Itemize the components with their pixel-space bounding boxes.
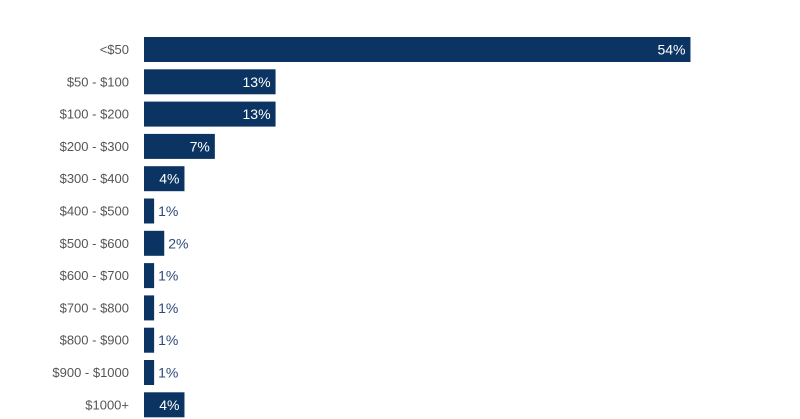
bar xyxy=(144,230,165,256)
bar xyxy=(144,37,691,62)
category-label: $900 - $1000 xyxy=(52,365,129,380)
bar xyxy=(144,327,155,353)
bar xyxy=(144,101,276,127)
data-label: 13% xyxy=(243,106,271,122)
data-label: 4% xyxy=(159,171,179,187)
category-label: $700 - $800 xyxy=(60,300,129,315)
category-label: $400 - $500 xyxy=(60,204,129,219)
bars-group: <$50 54% $50 - $100 13% $100 - $200 13% $200 -… xyxy=(52,37,691,418)
data-label: 2% xyxy=(168,235,188,251)
bar xyxy=(144,166,185,192)
data-label: 1% xyxy=(158,300,178,316)
bar xyxy=(144,360,155,385)
bar xyxy=(144,69,276,95)
category-label: $50 - $100 xyxy=(67,74,129,89)
data-label: 54% xyxy=(657,42,685,58)
data-label: 13% xyxy=(243,74,271,90)
category-label: $1000+ xyxy=(85,397,129,412)
bar xyxy=(144,392,185,418)
category-label: $600 - $700 xyxy=(60,268,129,283)
category-label: <$50 xyxy=(100,42,129,57)
data-label: 7% xyxy=(190,138,210,154)
bar xyxy=(144,133,215,159)
bar xyxy=(144,263,155,289)
category-label: $800 - $900 xyxy=(60,333,129,348)
data-label: 1% xyxy=(158,332,178,348)
bar xyxy=(144,198,155,224)
category-label: $500 - $600 xyxy=(60,236,129,251)
category-label: $200 - $300 xyxy=(60,139,129,154)
data-label: 1% xyxy=(158,268,178,284)
data-label: 1% xyxy=(158,365,178,381)
bar xyxy=(144,295,155,321)
data-label: 1% xyxy=(158,203,178,219)
category-label: $300 - $400 xyxy=(60,171,129,186)
data-label: 4% xyxy=(159,397,179,413)
category-label: $100 - $200 xyxy=(60,107,129,122)
